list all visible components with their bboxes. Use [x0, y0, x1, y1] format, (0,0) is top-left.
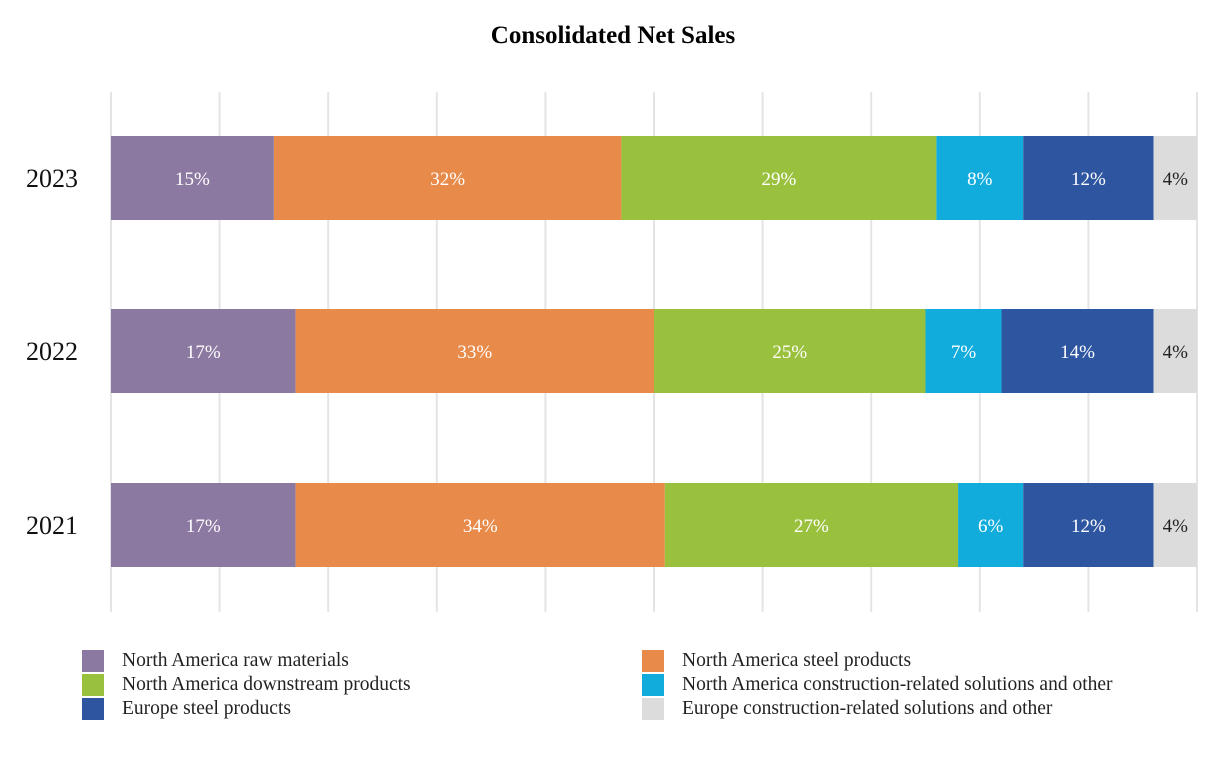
bar-segment: [1153, 483, 1197, 567]
bar-segment: [925, 309, 1002, 393]
bar-segment: [654, 309, 926, 393]
data-label: 12%: [1071, 169, 1106, 190]
legend-item-na-steel-products: North America steel products: [642, 649, 911, 673]
legend-label: North America steel products: [682, 650, 912, 671]
bar-segment: [1001, 309, 1154, 393]
data-label: 7%: [951, 342, 977, 363]
bar-segment: [295, 483, 665, 567]
data-label: 6%: [978, 516, 1004, 537]
legend-item-europe-steel-products: Europe steel products: [82, 697, 291, 721]
data-label: 17%: [186, 516, 221, 537]
data-label: 8%: [967, 169, 993, 190]
bar-segment: [1153, 136, 1197, 220]
legend-swatch: [642, 698, 664, 720]
data-label: 4%: [1163, 169, 1189, 190]
bar-segment: [621, 136, 937, 220]
data-label: 27%: [794, 516, 829, 537]
category-label: 2023: [26, 164, 78, 193]
category-label: 2022: [26, 337, 78, 366]
bar-segment: [111, 483, 296, 567]
legend-swatch: [82, 698, 104, 720]
data-label: 4%: [1163, 516, 1189, 537]
legend-item-na-downstream-products: North America downstream products: [82, 673, 411, 697]
data-label: 34%: [463, 516, 498, 537]
data-label: 14%: [1060, 342, 1095, 363]
legend-swatch: [82, 674, 104, 696]
data-label: 17%: [186, 342, 221, 363]
legend-label: North America downstream products: [122, 674, 411, 695]
category-label: 2021: [26, 511, 78, 540]
bar-segment: [958, 483, 1024, 567]
bar-segment: [1023, 136, 1154, 220]
legend-label: North America raw materials: [122, 650, 349, 671]
data-label: 32%: [430, 169, 465, 190]
data-label: 4%: [1163, 342, 1189, 363]
bar-segment: [664, 483, 959, 567]
data-label: 33%: [457, 342, 492, 363]
legend-label: Europe steel products: [122, 698, 291, 719]
legend-swatch: [82, 650, 104, 672]
data-label: 25%: [772, 342, 807, 363]
legend-label: North America construction-related solut…: [682, 674, 1113, 695]
stacked-bar-chart: 2023 2022 2021 15% 32% 29% 8% 12% 4% 17% 33% 25% 7% 1…: [26, 92, 1198, 612]
legend-label: Europe construction-related solutions an…: [682, 698, 1053, 719]
bar-segment: [273, 136, 622, 220]
legend-item-europe-construction: Europe construction-related solutions an…: [642, 697, 1052, 721]
bar-segment: [295, 309, 654, 393]
legend-swatch: [642, 650, 664, 672]
bar-segment: [111, 309, 296, 393]
bar-segment: [936, 136, 1024, 220]
bar-segment: [1023, 483, 1154, 567]
data-label: 15%: [175, 169, 210, 190]
legend-swatch: [642, 674, 664, 696]
bar-segment: [111, 136, 274, 220]
legend-item-na-construction: North America construction-related solut…: [642, 673, 1113, 697]
data-label: 29%: [761, 169, 796, 190]
data-label: 12%: [1071, 516, 1106, 537]
legend-item-na-raw-materials: North America raw materials: [82, 649, 349, 673]
chart-title: Consolidated Net Sales: [490, 22, 736, 49]
bar-segment: [1153, 309, 1197, 393]
